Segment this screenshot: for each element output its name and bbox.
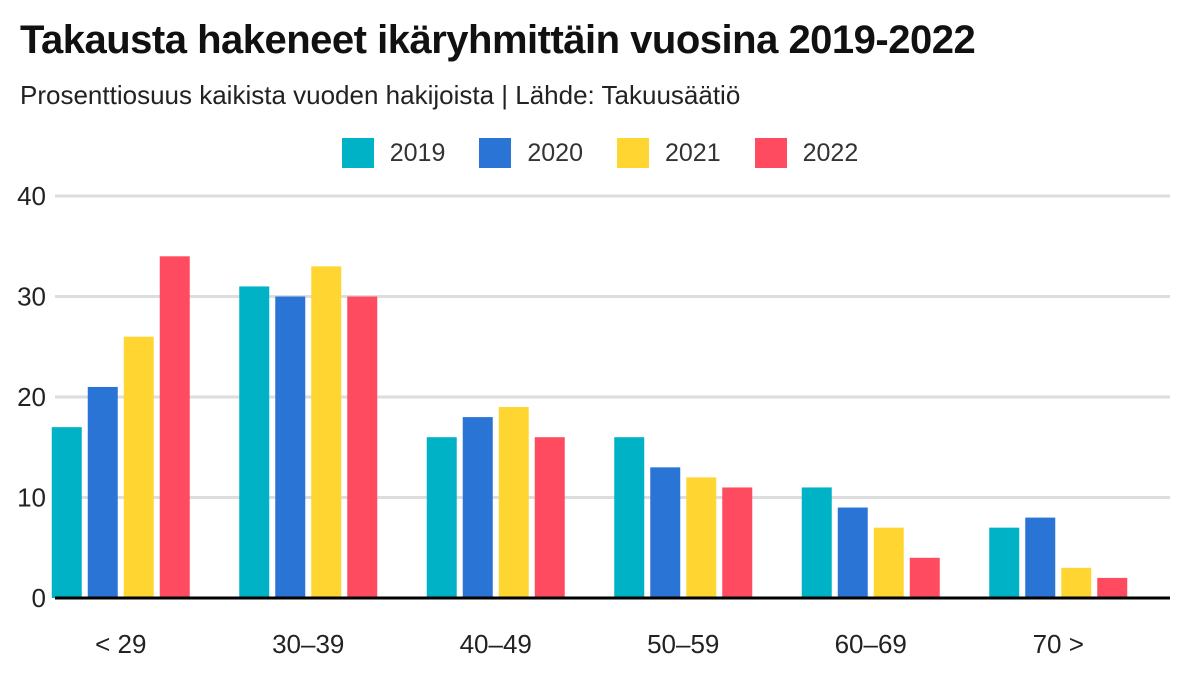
legend-label-2022: 2022 [802, 138, 859, 167]
bar-2019-1 [239, 286, 270, 598]
bar-2020-0 [87, 386, 118, 598]
legend-item-2021: 2021 [617, 138, 721, 168]
legend-swatch-2019 [341, 138, 374, 168]
legend-label-2020: 2020 [527, 138, 583, 167]
bar-layer [51, 256, 1128, 598]
bar-2020-1 [275, 296, 306, 598]
bar-2021-0 [123, 336, 154, 598]
bar-2021-5 [1061, 567, 1092, 598]
bar-2021-1 [311, 266, 342, 598]
bar-2022-2 [534, 437, 565, 598]
legend-swatch-2022 [754, 138, 787, 168]
x-tick-label-3: 50–59 [647, 629, 719, 659]
bar-2020-3 [650, 467, 681, 598]
x-tick-label-0: < 29 [95, 629, 146, 659]
x-tick-label-1: 30–39 [272, 629, 344, 659]
bar-2020-2 [462, 417, 493, 598]
bar-2022-5 [1097, 577, 1128, 598]
bar-2019-4 [801, 487, 832, 598]
bar-2021-2 [498, 407, 529, 598]
legend-swatch-2020 [479, 138, 512, 168]
x-tick-label-2: 40–49 [460, 629, 532, 659]
y-tick-label-10: 10 [17, 483, 46, 513]
bar-2022-0 [159, 256, 190, 598]
chart-subtitle: Prosenttiosuus kaikista vuoden hakijoist… [20, 80, 741, 110]
bar-2019-0 [51, 427, 82, 598]
bar-2020-5 [1025, 517, 1056, 598]
bar-2019-3 [614, 437, 645, 598]
bar-2022-4 [909, 557, 940, 598]
bar-2021-3 [686, 477, 717, 598]
bar-2019-5 [989, 527, 1020, 598]
bar-2022-1 [347, 296, 378, 598]
y-tick-label-20: 20 [17, 382, 46, 412]
legend-item-2020: 2020 [479, 138, 583, 168]
legend-item-2019: 2019 [341, 138, 446, 168]
chart-title: Takausta hakeneet ikäryhmittäin vuosina … [20, 18, 976, 62]
legend-label-2021: 2021 [665, 138, 721, 167]
bar-2020-4 [837, 507, 868, 598]
bar-2022-3 [722, 487, 753, 598]
label-layer: 0 10 20 30 40 < 29 30–39 40–49 50–59 60–69 70 > [17, 181, 1170, 659]
legend-item-2022: 2022 [754, 138, 859, 168]
grid-layer [55, 194, 1170, 499]
bar-2021-4 [873, 527, 904, 598]
legend-label-2019: 2019 [389, 138, 446, 167]
bar-2019-2 [426, 437, 457, 598]
legend: 2019 2020 2021 2022 [0, 138, 1200, 168]
y-tick-label-0: 0 [32, 583, 46, 613]
x-tick-label-5: 70 > [1033, 629, 1084, 659]
x-tick-label-4: 60–69 [835, 629, 907, 659]
y-tick-label-40: 40 [17, 181, 46, 211]
legend-swatch-2021 [617, 138, 649, 168]
y-tick-label-30: 30 [17, 282, 46, 312]
